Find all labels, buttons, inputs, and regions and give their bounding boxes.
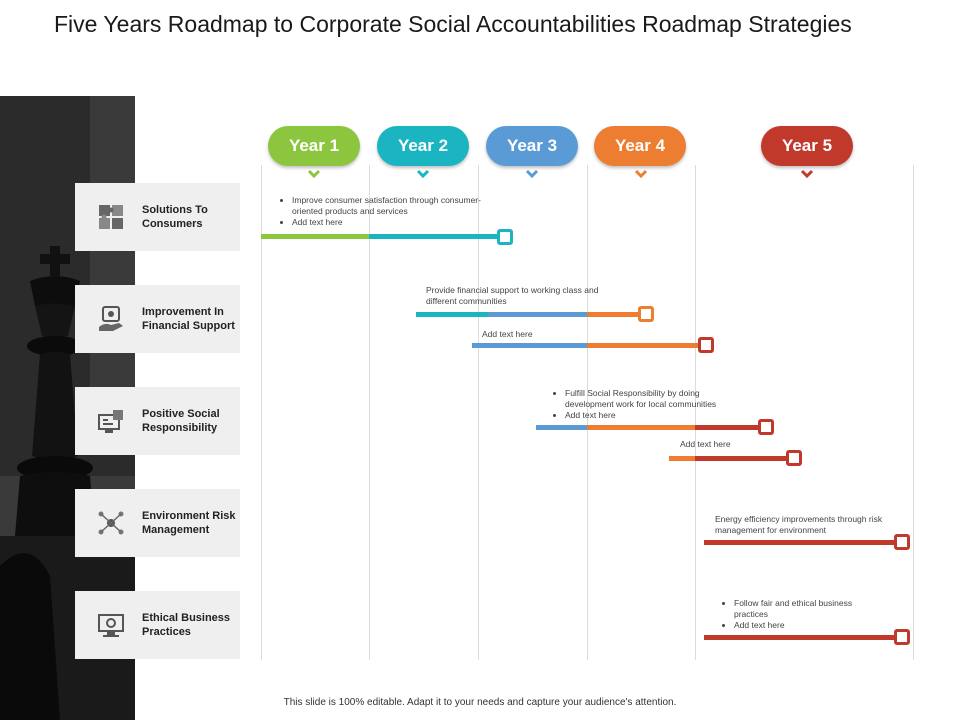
category-card-solutions: Solutions To Consumers	[75, 183, 240, 251]
risk-network-icon	[98, 511, 124, 535]
year-gridline	[261, 165, 262, 660]
milestone-node	[638, 306, 654, 322]
year-gridline	[913, 165, 914, 660]
timeline-note: Provide financial support to working cla…	[426, 285, 599, 306]
year-gridline	[369, 165, 370, 660]
ethics-monitor-icon	[98, 614, 124, 637]
footer-note: This slide is 100% editable. Adapt it to…	[283, 697, 677, 708]
timeline-bar	[369, 234, 501, 239]
year-2-pill: Year 2	[377, 126, 469, 166]
category-label: Ethical Business Practices	[142, 612, 231, 638]
chevron-down-icon	[525, 169, 539, 179]
timeline-bar	[416, 312, 488, 317]
milestone-node	[786, 450, 802, 466]
timeline-bar	[472, 343, 587, 348]
timeline-bar	[488, 312, 587, 317]
category-card-environment: Environment Risk Management	[75, 489, 240, 557]
timeline-note: Improve consumer satisfaction through co…	[272, 195, 482, 228]
category-card-ethical: Ethical Business Practices	[75, 591, 240, 659]
category-card-social: Positive Social Responsibility	[75, 387, 240, 455]
chevron-down-icon	[307, 169, 321, 179]
category-label: Solutions To Consumers	[142, 204, 208, 230]
puzzle-icon	[99, 205, 123, 229]
timeline-note: Add text here	[482, 329, 533, 339]
year-4-pill: Year 4	[594, 126, 686, 166]
year-gridline	[695, 165, 696, 660]
social-screen-icon	[98, 410, 123, 433]
year-3-pill: Year 3	[486, 126, 578, 166]
category-label: Improvement In Financial Support	[142, 306, 235, 332]
page-title: Five Years Roadmap to Corporate Social A…	[54, 11, 852, 37]
year-gridline	[587, 165, 588, 660]
timeline-bar	[704, 635, 898, 640]
timeline-bar	[695, 425, 762, 430]
year-5-pill: Year 5	[761, 126, 853, 166]
category-label: Environment Risk Management	[142, 510, 236, 536]
timeline-note: Add text here	[680, 439, 731, 449]
chevron-down-icon	[634, 169, 648, 179]
chevron-down-icon	[416, 169, 430, 179]
timeline-bar	[695, 456, 790, 461]
timeline-note: Energy efficiency improvements through r…	[715, 514, 883, 535]
timeline-bar	[587, 425, 695, 430]
milestone-node	[497, 229, 513, 245]
chevron-down-icon	[800, 169, 814, 179]
category-label: Positive Social Responsibility	[142, 408, 220, 434]
timeline-note: Follow fair and ethical business practic…	[714, 598, 884, 631]
year-1-pill: Year 1	[268, 126, 360, 166]
timeline-bar	[261, 234, 369, 239]
timeline-bar	[587, 312, 642, 317]
milestone-node	[758, 419, 774, 435]
milestone-node	[894, 629, 910, 645]
timeline-note: Fulfill Social Responsibility by doing d…	[545, 388, 745, 421]
timeline-bar	[669, 456, 695, 461]
category-card-financial: Improvement In Financial Support	[75, 285, 240, 353]
milestone-node	[698, 337, 714, 353]
milestone-node	[894, 534, 910, 550]
timeline-bar	[587, 343, 702, 348]
financial-hand-icon	[99, 306, 123, 331]
year-gridline	[478, 165, 479, 660]
timeline-bar	[704, 540, 898, 545]
timeline-bar	[536, 425, 587, 430]
